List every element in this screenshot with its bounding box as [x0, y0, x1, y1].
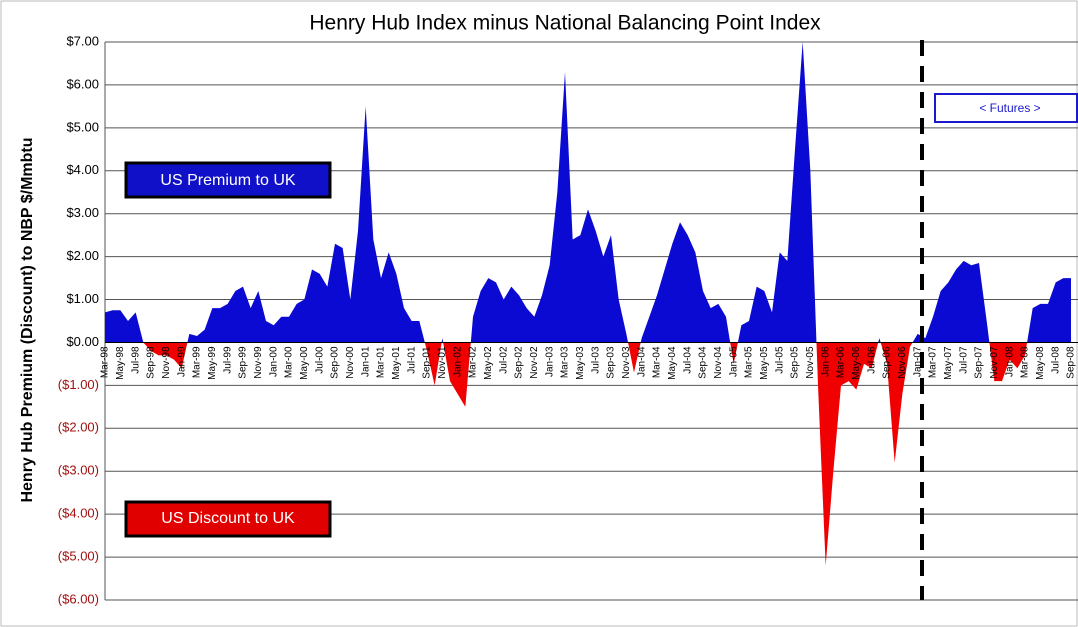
x-tick-label: Jan-99 — [176, 346, 187, 377]
x-tick-label: Jul-04 — [682, 346, 693, 374]
y-tick-label: ($6.00) — [58, 591, 99, 606]
x-tick-label: Nov-99 — [253, 346, 264, 379]
x-tick-label: Mar-99 — [192, 346, 203, 378]
x-tick-label: Mar-03 — [560, 346, 571, 378]
y-tick-label: $2.00 — [66, 248, 99, 263]
x-tick-label: Mar-01 — [376, 346, 387, 378]
x-tick-label: Jul-01 — [406, 346, 417, 374]
x-tick-label: Jul-07 — [958, 346, 969, 374]
x-tick-label: Nov-06 — [897, 346, 908, 379]
annotation: < Futures > — [979, 101, 1040, 115]
x-tick-label: Nov-04 — [713, 346, 724, 379]
x-tick-label: May-07 — [943, 346, 954, 380]
x-tick-label: May-03 — [575, 346, 586, 380]
x-tick-label: Jul-05 — [774, 346, 785, 374]
x-tick-label: Mar-06 — [836, 346, 847, 378]
x-tick-label: Sep-98 — [146, 346, 157, 379]
x-tick-label: Jan-07 — [912, 346, 923, 377]
x-tick-label: May-02 — [483, 346, 494, 380]
x-tick-label: Nov-02 — [529, 346, 540, 379]
x-tick-label: Sep-06 — [882, 346, 893, 379]
y-axis-title: Henry Hub Premium (Discount) to NBP $/Mm… — [19, 137, 36, 502]
x-tick-label: Sep-03 — [606, 346, 617, 379]
x-tick-label: Sep-05 — [790, 346, 801, 379]
x-tick-label: Jan-00 — [268, 346, 279, 377]
area — [105, 42, 1071, 566]
x-tick-label: Sep-07 — [974, 346, 985, 379]
x-tick-label: Mar-02 — [468, 346, 479, 378]
x-tick-label: Mar-05 — [744, 346, 755, 378]
x-tick-label: Jul-00 — [314, 346, 325, 374]
y-tick-label: $0.00 — [66, 334, 99, 349]
y-tick-label: $1.00 — [66, 291, 99, 306]
x-tick-label: Sep-99 — [238, 346, 249, 379]
x-tick-label: Jan-06 — [820, 346, 831, 377]
y-tick-label: $3.00 — [66, 205, 99, 220]
discount-box — [124, 500, 332, 538]
x-tick-label: Jan-04 — [636, 346, 647, 377]
x-tick-label: May-05 — [759, 346, 770, 380]
x-tick-label: May-08 — [1035, 346, 1046, 380]
y-tick-label: $7.00 — [66, 33, 99, 48]
x-tick-label: Nov-98 — [161, 346, 172, 379]
y-tick-label: $6.00 — [66, 76, 99, 91]
x-tick-label: Nov-05 — [805, 346, 816, 379]
annotation: US Premium to UK — [160, 172, 295, 189]
y-tick-label: $4.00 — [66, 162, 99, 177]
y-tick-label: ($1.00) — [58, 377, 99, 392]
x-tick-label: Jan-05 — [728, 346, 739, 377]
y-tick-label: ($3.00) — [58, 463, 99, 478]
x-tick-label: Jul-02 — [498, 346, 509, 374]
x-tick-label: Jan-03 — [544, 346, 555, 377]
x-tick-label: May-00 — [299, 346, 310, 380]
x-tick-label: Nov-00 — [345, 346, 356, 379]
x-tick-label: May-98 — [115, 346, 126, 380]
x-tick-label: Mar-98 — [100, 346, 111, 378]
y-tick-label: ($4.00) — [58, 506, 99, 521]
x-tick-label: Jan-02 — [452, 346, 463, 377]
y-tick-label: ($2.00) — [58, 420, 99, 435]
premium-box — [124, 161, 332, 199]
x-tick-label: Jul-98 — [130, 346, 141, 374]
x-tick-label: Sep-01 — [422, 346, 433, 379]
x-tick-label: Jan-08 — [1004, 346, 1015, 377]
x-tick-label: Jan-01 — [360, 346, 371, 377]
x-tick-label: Nov-03 — [621, 346, 632, 379]
x-tick-label: Sep-02 — [514, 346, 525, 379]
x-tick-label: Jul-08 — [1050, 346, 1061, 374]
x-tick-label: Nov-07 — [989, 346, 1000, 379]
y-tick-label: ($5.00) — [58, 549, 99, 564]
x-tick-label: Jul-06 — [866, 346, 877, 374]
annotation: US Discount to UK — [161, 510, 295, 527]
plot: ($6.00) ($5.00) ($4.00) ($3.00) ($2.00) ($1.0… — [58, 33, 1078, 606]
x-tick-label: Jul-99 — [222, 346, 233, 374]
chart-title: Henry Hub Index minus National Balancing… — [309, 12, 821, 35]
y-tick-label: $5.00 — [66, 119, 99, 134]
x-tick-label: May-04 — [667, 346, 678, 380]
x-tick-label: Jul-03 — [590, 346, 601, 374]
x-tick-label: Mar-00 — [284, 346, 295, 378]
x-tick-label: Mar-07 — [928, 346, 939, 378]
x-tick-label: May-99 — [207, 346, 218, 380]
x-tick-label: Sep-00 — [330, 346, 341, 379]
x-tick-label: Sep-08 — [1066, 346, 1077, 379]
x-tick-label: Nov-01 — [437, 346, 448, 379]
futures-box — [934, 93, 1078, 123]
x-tick-label: May-06 — [851, 346, 862, 380]
x-tick-label: Sep-04 — [698, 346, 709, 379]
x-tick-label: Mar-04 — [652, 346, 663, 378]
x-tick-label: May-01 — [391, 346, 402, 380]
x-tick-label: Mar-08 — [1020, 346, 1031, 378]
